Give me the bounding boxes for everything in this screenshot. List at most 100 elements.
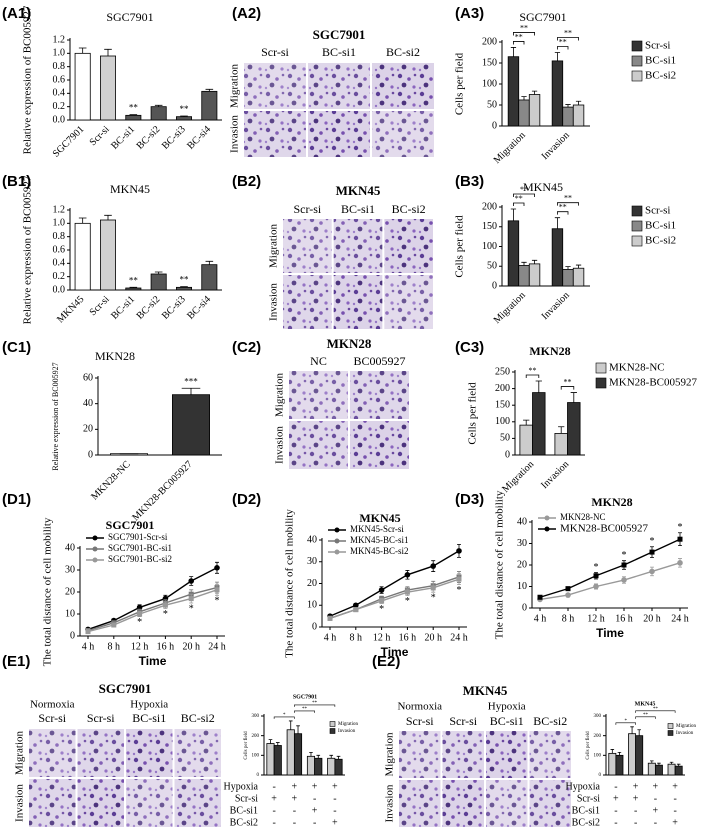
- row-label: Invasion: [229, 115, 241, 153]
- y-axis-label: The total distance of cell mobility: [42, 517, 54, 666]
- marker: [353, 607, 359, 613]
- x-tick-label: 4 h: [82, 641, 95, 652]
- marker: [565, 586, 571, 592]
- legend-swatch: [329, 721, 336, 727]
- marker: [137, 611, 143, 617]
- bar: [171, 394, 210, 456]
- condition-sign: -: [614, 817, 617, 828]
- x-tick-label: 24 h: [450, 632, 468, 643]
- y-tick-label: 100: [482, 241, 497, 252]
- marker: [404, 572, 411, 578]
- bar: [334, 758, 343, 776]
- y-tick-label: 0: [505, 449, 510, 460]
- x-tick-label: 20 h: [182, 641, 200, 652]
- error-bar: [205, 260, 214, 265]
- line: [329, 578, 460, 619]
- error-bar: [78, 47, 87, 54]
- y-tick-label: 100: [594, 753, 602, 758]
- condition-label: Hypoxia: [224, 781, 259, 792]
- significance: *: [431, 592, 436, 603]
- legend-label: BC-si1: [645, 220, 676, 232]
- y-tick-label: 0.6: [53, 244, 66, 255]
- marker: [214, 565, 220, 571]
- condition-label: BC-si1: [572, 805, 600, 816]
- y-tick-label: 250: [495, 366, 510, 377]
- column-label: Scr-si: [293, 202, 321, 216]
- column-label: BC005927: [353, 354, 405, 368]
- bracket: [635, 716, 656, 719]
- micrograph: [29, 779, 76, 827]
- significance: **: [564, 28, 572, 37]
- y-tick-label: 0.4: [53, 258, 66, 269]
- row-label: Invasion: [274, 426, 286, 464]
- bracket: [557, 37, 579, 41]
- error-bar: [78, 217, 87, 224]
- bar: [572, 267, 585, 287]
- bar: [100, 219, 117, 291]
- x-tick-label: 4 h: [324, 632, 337, 643]
- y-tick-label: 40: [517, 516, 527, 527]
- significance: *: [594, 562, 599, 573]
- x-tick-label: 16 h: [399, 632, 417, 643]
- error-bar: [630, 726, 634, 734]
- condition-sign: -: [293, 817, 296, 828]
- x-tick-label: 12 h: [587, 613, 605, 624]
- row-label: Invasion: [14, 784, 26, 822]
- micrograph: [126, 779, 173, 827]
- group-label: Normoxia: [397, 701, 442, 713]
- error-bar: [296, 725, 300, 734]
- line: [539, 538, 681, 598]
- row-label: Migration: [274, 373, 286, 417]
- error-bar: [521, 96, 527, 100]
- panel-label: (C1): [2, 339, 31, 356]
- legend-swatch: [631, 220, 643, 232]
- error-bar: [180, 115, 188, 117]
- panel-label: (C3): [455, 339, 484, 356]
- significance: **: [180, 104, 190, 114]
- column-label: BC-si2: [533, 714, 567, 728]
- marker: [677, 560, 683, 566]
- x-tick-label: MKN28-NC: [89, 459, 133, 503]
- y-tick-label: 1.2: [53, 34, 66, 45]
- significance: *: [163, 609, 168, 620]
- y-tick-label: 20: [307, 578, 317, 589]
- error-bar: [535, 380, 542, 393]
- legend-label: SGC7901-Scr-si: [108, 532, 168, 542]
- x-axis-label: Time: [381, 645, 409, 659]
- micrograph: [289, 371, 348, 419]
- x-tick-label: 24 h: [671, 613, 689, 624]
- y-axis-label: The total distance of cell mobility: [494, 490, 506, 639]
- axis: [69, 38, 222, 121]
- condition-label: BC-si2: [230, 817, 258, 828]
- y-tick-label: 20: [517, 559, 527, 570]
- marker: [565, 592, 571, 598]
- x-tick-label: 12 h: [131, 641, 149, 652]
- marker: [593, 573, 599, 579]
- bar: [635, 735, 644, 776]
- y-tick-label: 50: [487, 261, 497, 272]
- group-label: Hypoxia: [130, 699, 168, 711]
- y-axis-label: Relative expression of BC005927: [22, 5, 34, 154]
- y-axis-label: The total distance of cell mobility: [284, 509, 296, 658]
- condition-sign: +: [672, 781, 678, 792]
- micrograph-title: MKN45: [463, 683, 508, 698]
- bar: [125, 114, 142, 121]
- legend-swatch: [631, 235, 643, 247]
- bar: [562, 106, 574, 127]
- condition-label: Scr-si: [235, 793, 258, 804]
- error-bar: [650, 760, 654, 764]
- legend-label: MKN45-BC-si2: [350, 546, 409, 556]
- marker: [353, 602, 359, 609]
- legend-label: Scr-si: [645, 205, 670, 217]
- y-tick-label: 40: [83, 398, 93, 409]
- error-bar: [521, 261, 527, 266]
- legend-marker: [334, 549, 340, 555]
- significance: *: [622, 550, 627, 561]
- bracket: [560, 386, 575, 390]
- x-tick-label: BC-si3: [160, 294, 188, 322]
- error-bar: [180, 286, 188, 288]
- y-tick-label: 100: [495, 416, 510, 427]
- marker: [378, 587, 385, 593]
- condition-sign: -: [313, 793, 316, 804]
- y-tick-label: 40: [307, 534, 317, 545]
